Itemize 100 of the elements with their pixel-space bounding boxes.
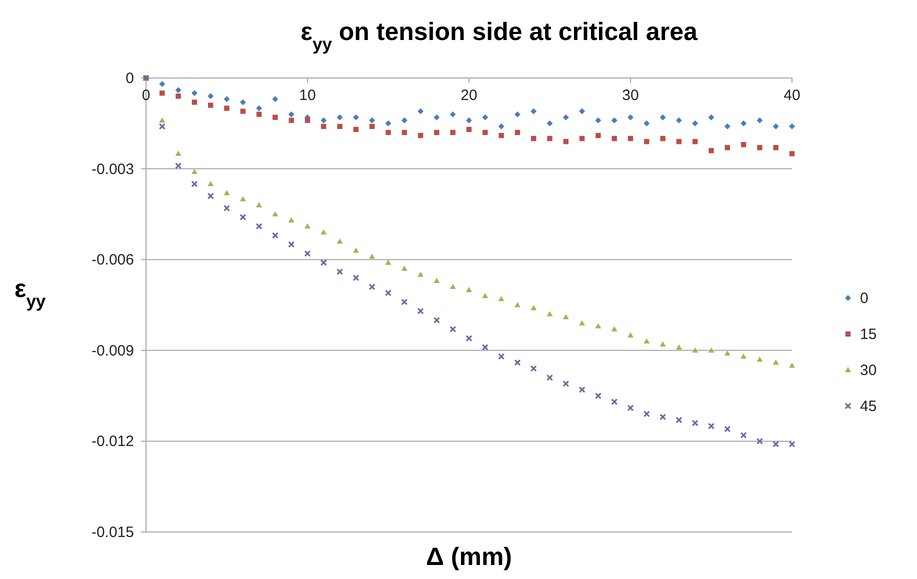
point bbox=[628, 136, 634, 142]
point bbox=[644, 338, 650, 344]
point bbox=[498, 353, 505, 360]
point bbox=[546, 120, 553, 126]
legend-label: 0 bbox=[860, 290, 868, 307]
point bbox=[724, 426, 731, 432]
point bbox=[321, 124, 326, 130]
point bbox=[595, 323, 602, 328]
point bbox=[466, 126, 472, 132]
point bbox=[644, 120, 650, 126]
legend-label: 30 bbox=[860, 362, 877, 379]
point bbox=[224, 190, 230, 196]
point bbox=[256, 223, 262, 230]
y-tick-label: -0.003 bbox=[91, 160, 134, 178]
point bbox=[594, 392, 602, 400]
point bbox=[450, 326, 456, 333]
point bbox=[708, 114, 714, 120]
x-tick-label: 10 bbox=[299, 87, 316, 104]
point bbox=[789, 123, 795, 130]
chart-title: ε$_{yy}$ on tension side at critical area bbox=[300, 18, 698, 54]
point bbox=[708, 422, 715, 430]
point bbox=[740, 142, 746, 148]
point bbox=[418, 132, 424, 138]
point bbox=[272, 211, 278, 216]
point bbox=[724, 145, 730, 150]
point bbox=[611, 398, 618, 406]
point bbox=[676, 344, 682, 350]
point bbox=[498, 123, 504, 130]
x-tick-label: 0 bbox=[142, 87, 150, 104]
point bbox=[176, 94, 181, 99]
legend-label: 15 bbox=[860, 326, 877, 343]
point bbox=[692, 420, 698, 426]
point bbox=[401, 117, 408, 124]
point bbox=[660, 136, 666, 142]
point bbox=[740, 120, 747, 126]
point bbox=[789, 362, 795, 368]
point bbox=[272, 114, 278, 120]
point bbox=[482, 130, 488, 136]
point bbox=[676, 138, 682, 144]
point bbox=[740, 432, 747, 438]
y-tick-label: -0.009 bbox=[91, 342, 134, 360]
point bbox=[579, 136, 585, 142]
point bbox=[191, 90, 198, 96]
y-tick-label: -0.012 bbox=[91, 433, 134, 450]
point bbox=[208, 93, 214, 100]
point bbox=[772, 123, 779, 130]
legend-label: 45 bbox=[860, 398, 877, 415]
point bbox=[530, 108, 537, 114]
point bbox=[304, 250, 311, 257]
x-tick-label: 40 bbox=[784, 87, 800, 104]
point bbox=[692, 138, 698, 144]
point bbox=[288, 118, 294, 123]
point bbox=[531, 136, 536, 142]
point bbox=[368, 284, 376, 290]
point bbox=[401, 298, 408, 306]
point bbox=[498, 132, 504, 138]
point bbox=[466, 286, 472, 292]
point bbox=[402, 130, 407, 136]
point bbox=[208, 180, 214, 186]
point bbox=[482, 114, 488, 120]
point bbox=[288, 217, 294, 222]
point bbox=[337, 124, 342, 130]
point bbox=[595, 117, 602, 124]
point bbox=[643, 410, 650, 418]
point bbox=[611, 326, 618, 332]
point bbox=[224, 96, 230, 102]
point bbox=[417, 308, 424, 314]
point bbox=[320, 117, 327, 124]
point bbox=[385, 260, 392, 265]
point bbox=[256, 105, 262, 112]
point bbox=[369, 254, 376, 259]
point bbox=[160, 90, 165, 96]
x-tick-label: 30 bbox=[622, 87, 639, 104]
point bbox=[772, 440, 780, 448]
point bbox=[773, 145, 778, 150]
point bbox=[708, 148, 714, 154]
point bbox=[450, 130, 456, 136]
point bbox=[418, 272, 424, 277]
point bbox=[208, 102, 214, 108]
point bbox=[466, 334, 472, 342]
point bbox=[450, 284, 456, 290]
point bbox=[660, 114, 666, 120]
point bbox=[530, 305, 537, 310]
point bbox=[482, 344, 488, 351]
point bbox=[240, 196, 246, 202]
point bbox=[175, 87, 182, 94]
point bbox=[756, 117, 763, 124]
point bbox=[612, 136, 617, 142]
point bbox=[562, 114, 569, 120]
point bbox=[562, 380, 570, 387]
point bbox=[514, 111, 520, 118]
point bbox=[788, 440, 796, 448]
point bbox=[224, 106, 230, 111]
point bbox=[175, 162, 182, 170]
point bbox=[369, 117, 376, 124]
point bbox=[223, 204, 230, 212]
point bbox=[676, 416, 682, 424]
point bbox=[433, 316, 440, 324]
point bbox=[660, 341, 666, 347]
point bbox=[628, 114, 634, 120]
